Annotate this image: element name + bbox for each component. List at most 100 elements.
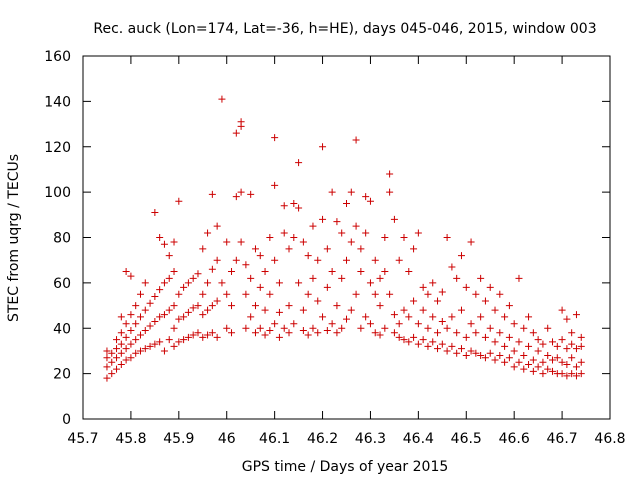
data-point <box>127 272 135 280</box>
data-point <box>419 336 427 344</box>
data-point <box>208 302 216 310</box>
y-tick-label: 160 <box>44 49 71 65</box>
data-point <box>328 268 336 276</box>
data-point <box>453 274 461 282</box>
data-point <box>429 279 437 287</box>
data-point <box>199 333 207 341</box>
data-point <box>151 340 159 348</box>
data-point <box>290 320 298 328</box>
data-point <box>467 320 475 328</box>
data-point <box>165 252 173 260</box>
data-point <box>496 290 504 298</box>
data-point <box>180 313 188 321</box>
data-point <box>175 315 183 323</box>
data-point <box>136 347 144 355</box>
data-point <box>529 356 537 364</box>
data-point <box>103 374 111 382</box>
data-point <box>381 234 389 241</box>
data-point <box>357 324 365 332</box>
data-point <box>510 347 518 355</box>
data-point <box>299 306 307 314</box>
data-point <box>525 361 533 369</box>
data-point <box>410 333 418 341</box>
y-tick-label: 80 <box>53 231 71 247</box>
data-point <box>501 358 509 366</box>
data-point <box>486 324 494 332</box>
data-point <box>505 333 513 341</box>
data-point <box>553 354 561 362</box>
data-point <box>232 129 240 137</box>
data-point <box>362 193 370 201</box>
data-point <box>362 229 370 237</box>
data-point <box>189 274 197 282</box>
data-point <box>491 306 499 314</box>
data-point <box>199 311 207 319</box>
data-point <box>275 279 283 287</box>
x-tick-label: 46.7 <box>547 431 578 447</box>
data-point <box>194 329 202 337</box>
data-point <box>175 197 183 205</box>
data-point <box>457 252 465 260</box>
data-point <box>132 349 140 357</box>
data-point <box>151 209 159 217</box>
x-tick-label: 46 <box>218 431 236 447</box>
data-point <box>534 347 542 355</box>
data-point <box>232 193 240 201</box>
data-point <box>290 234 298 241</box>
data-point <box>381 268 389 276</box>
y-axis-ticks: 0 20 40 60 80 100 120 140 160 <box>44 49 610 428</box>
data-point <box>213 297 221 305</box>
data-point <box>170 342 178 350</box>
data-point <box>448 263 456 271</box>
data-point <box>424 324 432 332</box>
data-point <box>242 324 250 332</box>
data-point <box>491 338 499 346</box>
data-point <box>184 308 192 316</box>
data-point <box>314 297 322 305</box>
data-point <box>481 297 489 305</box>
data-point <box>160 279 168 287</box>
data-point <box>141 279 149 287</box>
data-point <box>328 320 336 328</box>
data-point <box>381 324 389 332</box>
data-point <box>170 238 178 246</box>
x-tick-label: 45.8 <box>115 431 146 447</box>
data-point <box>165 306 173 314</box>
data-point <box>395 333 403 341</box>
data-point <box>572 345 580 353</box>
chart-title: Rec. auck (Lon=174, Lat=-36, h=HE), days… <box>93 21 596 37</box>
data-point <box>414 229 422 237</box>
data-point <box>228 268 236 276</box>
data-point <box>189 331 197 339</box>
data-point <box>376 302 384 310</box>
data-point <box>544 324 552 332</box>
data-point <box>271 320 279 328</box>
data-point <box>261 268 269 276</box>
data-point <box>304 252 312 260</box>
data-point <box>237 188 245 196</box>
data-point <box>457 345 465 353</box>
data-point <box>280 202 288 210</box>
y-tick-label: 120 <box>44 140 71 156</box>
data-point <box>319 313 327 321</box>
data-point <box>563 372 571 380</box>
data-point <box>132 320 140 328</box>
data-point <box>290 199 298 207</box>
data-point <box>481 333 489 341</box>
data-point <box>251 245 259 253</box>
data-point <box>184 279 192 287</box>
data-point <box>223 238 231 246</box>
data-point <box>371 329 379 337</box>
data-point <box>429 338 437 346</box>
data-point <box>400 234 408 241</box>
x-tick-label: 45.7 <box>67 431 98 447</box>
data-point <box>472 349 480 357</box>
data-point <box>347 306 355 314</box>
data-point <box>228 302 236 310</box>
x-axis-ticks: 45.7 45.8 45.9 46 46.1 46.2 46.3 46.4 46.5 46.6 46… <box>67 56 626 447</box>
data-point <box>438 340 446 348</box>
data-point <box>371 290 379 298</box>
data-point <box>295 159 303 167</box>
data-point <box>333 218 341 226</box>
x-axis-label: GPS time / Days of year 2015 <box>242 459 449 475</box>
